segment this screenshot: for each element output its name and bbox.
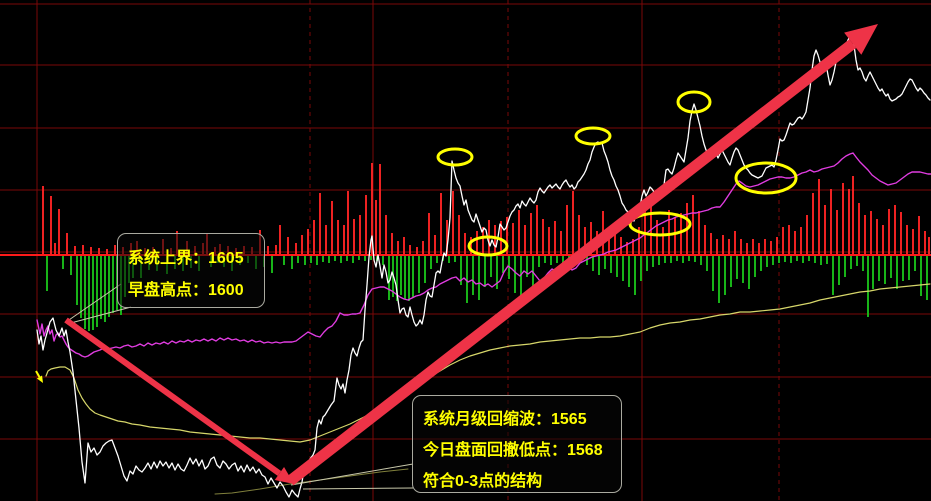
annotation-text-line: 系统月级回缩波：1565 xyxy=(423,411,587,428)
down-trend-arrow-shaft xyxy=(64,317,282,476)
signal-marker-arrow-shaft xyxy=(35,370,41,378)
band-line xyxy=(214,468,409,495)
annotation-text-line: 符合0-3点的结构 xyxy=(423,473,543,490)
highlight-ellipse xyxy=(676,90,712,114)
upper-annotation-box: 系统上界：1605 早盘高点：1600 xyxy=(117,233,265,308)
signal-marker-arrow-head xyxy=(36,375,43,383)
up-trend-arrow-shaft xyxy=(286,39,857,486)
annotation-text-line: 早盘高点：1600 xyxy=(128,282,244,299)
highlight-ellipse xyxy=(574,126,612,146)
annotation-text-line: 今日盘面回撤低点：1568 xyxy=(423,442,603,459)
highlight-ellipse xyxy=(734,161,798,195)
upper-note-leader-line xyxy=(66,306,132,325)
highlight-ellipse xyxy=(436,147,474,167)
lower-note-leader-line xyxy=(302,487,414,490)
annotation-text-line: 系统上界：1605 xyxy=(128,250,244,267)
average-line xyxy=(36,152,931,358)
lower-note-leader-line xyxy=(290,463,414,486)
highlight-ellipse xyxy=(467,235,509,257)
lower-annotation-box: 系统月级回缩波：1565 今日盘面回撤低点：1568 符合0-3点的结构 xyxy=(412,395,622,493)
highlight-ellipse xyxy=(628,211,692,237)
upper-note-leader-line xyxy=(65,283,122,323)
price-line xyxy=(36,31,931,498)
up-trend-arrow-head xyxy=(844,24,878,55)
